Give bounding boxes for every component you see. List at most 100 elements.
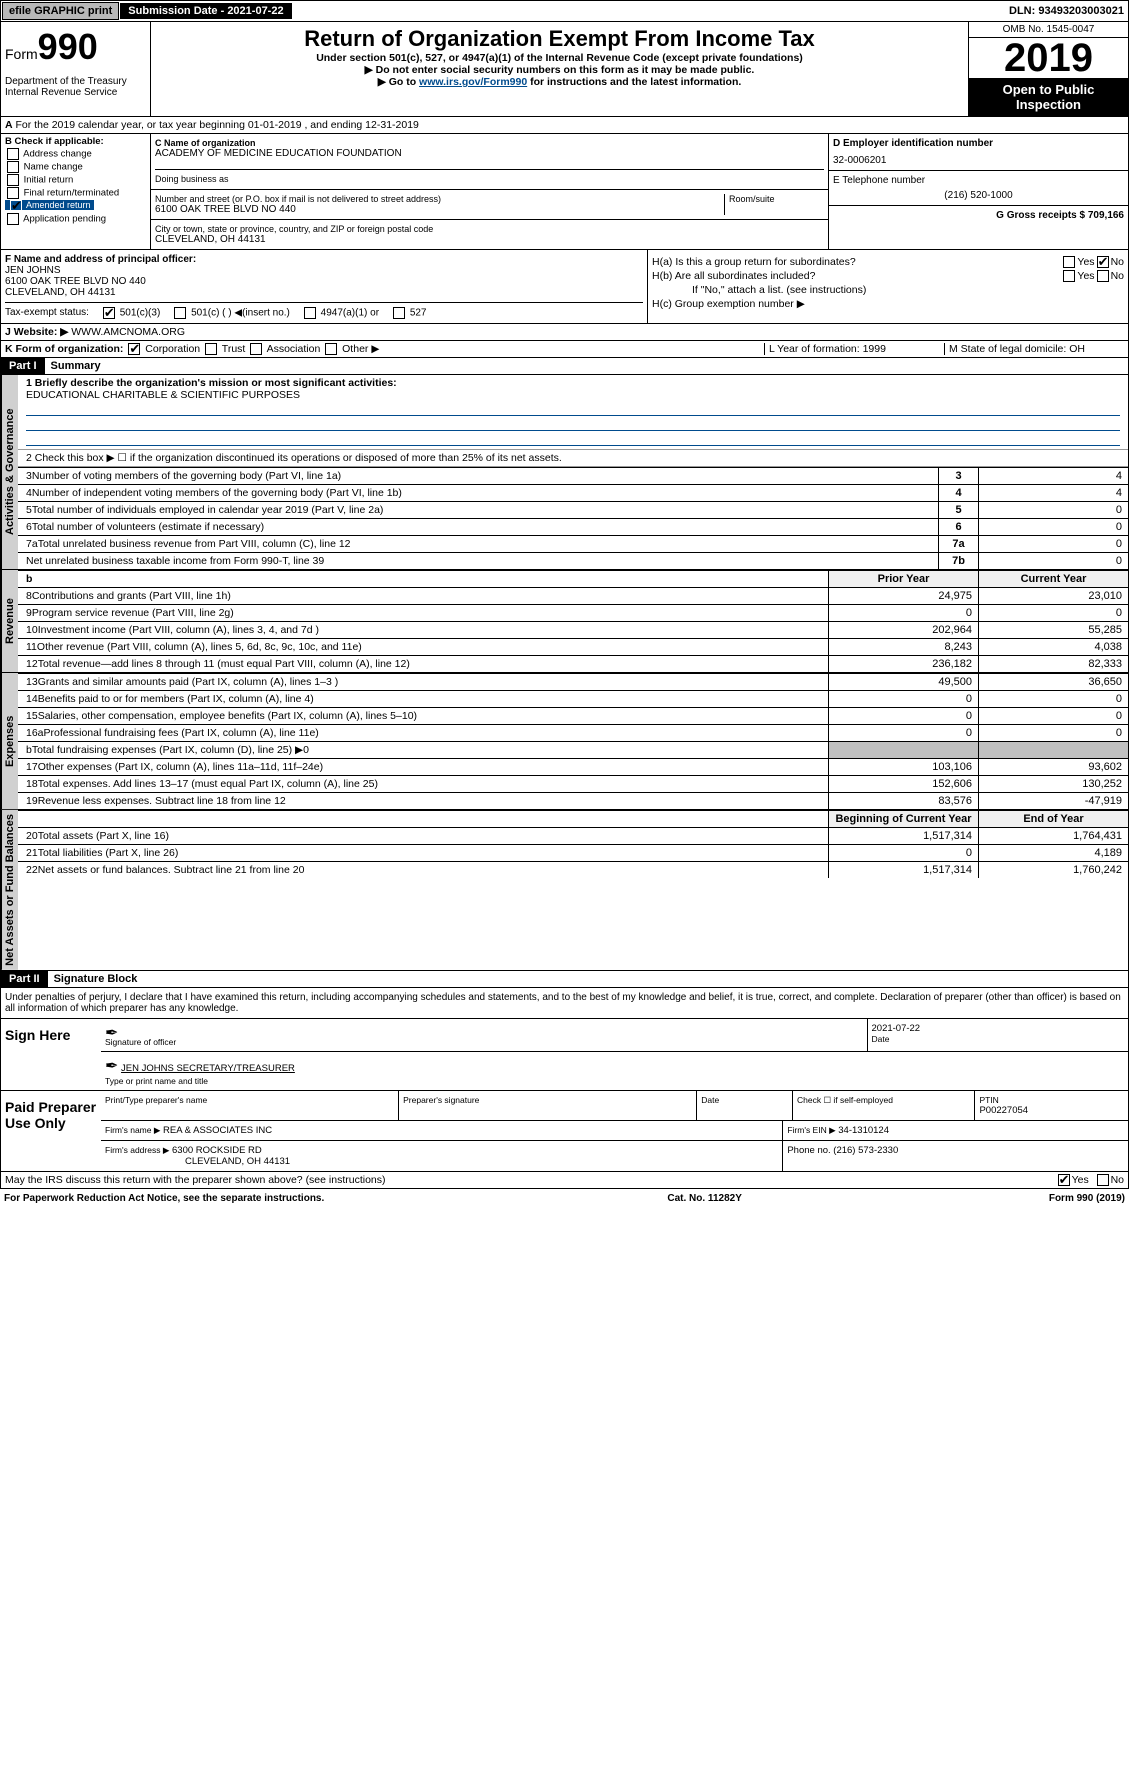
form-title: Return of Organization Exempt From Incom… — [155, 26, 964, 52]
summary-line-7b: Net unrelated business taxable income fr… — [18, 552, 1128, 569]
summary-line-18: 18Total expenses. Add lines 13–17 (must … — [18, 775, 1128, 792]
check-final-return[interactable]: Final return/terminated — [5, 187, 146, 199]
discuss-with-preparer: May the IRS discuss this return with the… — [0, 1172, 1129, 1189]
efile-print-button[interactable]: efile GRAPHIC print — [2, 2, 119, 20]
line-a-tax-year: A For the 2019 calendar year, or tax yea… — [0, 117, 1129, 134]
form-footer-id: Form 990 (2019) — [845, 1193, 1125, 1204]
website-value: WWW.AMCNOMA.ORG — [71, 326, 185, 338]
officer-name: JEN JOHNS — [5, 265, 643, 276]
summary-line-5: 5Total number of individuals employed in… — [18, 501, 1128, 518]
summary-line-4: 4Number of independent voting members of… — [18, 484, 1128, 501]
form-title-block: Return of Organization Exempt From Incom… — [151, 22, 968, 116]
check-initial-return[interactable]: Initial return — [5, 174, 146, 186]
paperwork-notice: For Paperwork Reduction Act Notice, see … — [4, 1193, 565, 1204]
summary-line-6: 6Total number of volunteers (estimate if… — [18, 518, 1128, 535]
org-name: ACADEMY OF MEDICINE EDUCATION FOUNDATION — [155, 148, 824, 159]
col-current-year: Current Year — [978, 571, 1128, 587]
vtab-netassets: Net Assets or Fund Balances — [1, 810, 18, 970]
box-f-officer: F Name and address of principal officer:… — [1, 250, 648, 323]
hb-yes[interactable]: Yes — [1061, 270, 1094, 282]
check-amended-return[interactable]: Amended return — [5, 200, 146, 212]
part1-tag: Part I — [1, 358, 45, 374]
submission-date-badge: Submission Date - 2021-07-22 — [120, 3, 291, 19]
summary-line-b: bTotal fundraising expenses (Part IX, co… — [18, 741, 1128, 758]
subtitle-1: Under section 501(c), 527, or 4947(a)(1)… — [155, 52, 964, 64]
paid-preparer-block: Paid Preparer Use Only Print/Type prepar… — [0, 1091, 1129, 1172]
page-footer: For Paperwork Reduction Act Notice, see … — [0, 1189, 1129, 1208]
firm-ein: 34-1310124 — [838, 1125, 889, 1136]
line2-discontinued: 2 Check this box ▶ ☐ if the organization… — [18, 450, 1128, 467]
check-assoc[interactable]: Association — [248, 343, 320, 355]
ha-yes[interactable]: Yes — [1061, 256, 1094, 268]
omb-year-block: OMB No. 1545-0047 2019 Open to Public In… — [968, 22, 1128, 116]
box-c-org-info: C Name of organization ACADEMY OF MEDICI… — [151, 134, 828, 249]
year-formation: L Year of formation: 1999 — [764, 343, 944, 355]
vtab-expenses: Expenses — [1, 673, 18, 809]
top-toolbar: efile GRAPHIC print Submission Date - 20… — [0, 0, 1129, 22]
summary-line-16a: 16aProfessional fundraising fees (Part I… — [18, 724, 1128, 741]
section-f-h: F Name and address of principal officer:… — [0, 250, 1129, 324]
summary-line-3: 3Number of voting members of the governi… — [18, 467, 1128, 484]
check-4947[interactable]: 4947(a)(1) or — [302, 307, 379, 319]
box-j-website: J Website: ▶ WWW.AMCNOMA.ORG — [0, 324, 1129, 341]
check-other[interactable]: Other ▶ — [323, 343, 379, 355]
self-employed-check[interactable]: Check ☐ if self-employed — [797, 1095, 970, 1106]
vtab-revenue: Revenue — [1, 570, 18, 672]
vtab-governance: Activities & Governance — [1, 375, 18, 569]
paid-preparer-label: Paid Preparer Use Only — [1, 1091, 101, 1171]
check-501c3[interactable]: 501(c)(3) — [101, 307, 160, 319]
check-address-change[interactable]: Address change — [5, 148, 146, 160]
ha-no[interactable]: No — [1095, 256, 1124, 268]
firm-phone: Phone no. (216) 573-2330 — [783, 1141, 1128, 1171]
col-prior-year: Prior Year — [828, 571, 978, 587]
ptin-value: P00227054 — [979, 1105, 1124, 1116]
instructions-link[interactable]: www.irs.gov/Form990 — [419, 76, 527, 88]
check-trust[interactable]: Trust — [203, 343, 245, 355]
sig-date: 2021-07-22 — [872, 1023, 1125, 1034]
summary-line-21: 21Total liabilities (Part X, line 26)04,… — [18, 844, 1128, 861]
subtitle-2: ▶ Do not enter social security numbers o… — [155, 64, 964, 76]
col-end-year: End of Year — [978, 811, 1128, 827]
sign-here-block: Sign Here ✒ Signature of officer 2021-07… — [0, 1019, 1129, 1091]
firm-name: REA & ASSOCIATES INC — [163, 1125, 272, 1136]
box-d-e-g: D Employer identification number 32-0006… — [828, 134, 1128, 249]
discuss-yes[interactable]: Yes — [1056, 1174, 1089, 1186]
dept-irs: Internal Revenue Service — [5, 87, 146, 98]
discuss-no[interactable]: No — [1095, 1174, 1124, 1186]
summary-line-12: 12Total revenue—add lines 8 through 11 (… — [18, 655, 1128, 672]
cat-no: Cat. No. 11282Y — [565, 1193, 845, 1204]
box-b-checkboxes: B Check if applicable: Address change Na… — [1, 134, 151, 249]
check-501c[interactable]: 501(c) ( ) ◀(insert no.) — [172, 307, 290, 319]
ein-value: 32-0006201 — [833, 155, 1124, 166]
summary-line-19: 19Revenue less expenses. Subtract line 1… — [18, 792, 1128, 809]
tax-year: 2019 — [969, 38, 1128, 78]
check-527[interactable]: 527 — [391, 307, 426, 319]
part1-title: Summary — [45, 358, 107, 374]
mission-text: EDUCATIONAL CHARITABLE & SCIENTIFIC PURP… — [26, 389, 1120, 401]
summary-line-15: 15Salaries, other compensation, employee… — [18, 707, 1128, 724]
check-name-change[interactable]: Name change — [5, 161, 146, 173]
firm-addr2: CLEVELAND, OH 44131 — [105, 1156, 778, 1167]
summary-line-11: 11Other revenue (Part VIII, column (A), … — [18, 638, 1128, 655]
col-beginning-year: Beginning of Current Year — [828, 811, 978, 827]
hb-no[interactable]: No — [1095, 270, 1124, 282]
box-h-group: H(a) Is this a group return for subordin… — [648, 250, 1128, 323]
part2-tag: Part II — [1, 971, 48, 987]
officer-addr1: 6100 OAK TREE BLVD NO 440 — [5, 276, 643, 287]
check-corp[interactable]: Corporation — [126, 343, 200, 355]
subtitle-3: ▶ Go to www.irs.gov/Form990 for instruct… — [155, 76, 964, 88]
summary-line-8: 8Contributions and grants (Part VIII, li… — [18, 587, 1128, 604]
form-header: Form990 Department of the Treasury Inter… — [0, 22, 1129, 117]
org-city: CLEVELAND, OH 44131 — [155, 234, 824, 245]
officer-name-title: JEN JOHNS SECRETARY/TREASURER — [121, 1063, 295, 1074]
state-domicile: M State of legal domicile: OH — [944, 343, 1124, 355]
form-number: 990 — [38, 26, 98, 67]
officer-addr2: CLEVELAND, OH 44131 — [5, 287, 643, 298]
dept-treasury: Department of the Treasury — [5, 76, 146, 87]
form-word: Form — [5, 46, 38, 62]
form-id-block: Form990 Department of the Treasury Inter… — [1, 22, 151, 116]
part1-governance: Activities & Governance 1 Briefly descri… — [0, 375, 1129, 570]
part1-header-row: Part I Summary — [0, 358, 1129, 375]
dln-label: DLN: 93493203003021 — [1009, 5, 1128, 17]
check-application-pending[interactable]: Application pending — [5, 213, 146, 225]
